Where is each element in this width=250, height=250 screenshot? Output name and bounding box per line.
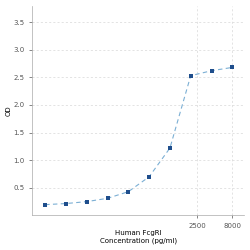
X-axis label: Human FcgRI
Concentration (pg/ml): Human FcgRI Concentration (pg/ml) — [100, 230, 177, 244]
Y-axis label: OD: OD — [6, 105, 12, 116]
